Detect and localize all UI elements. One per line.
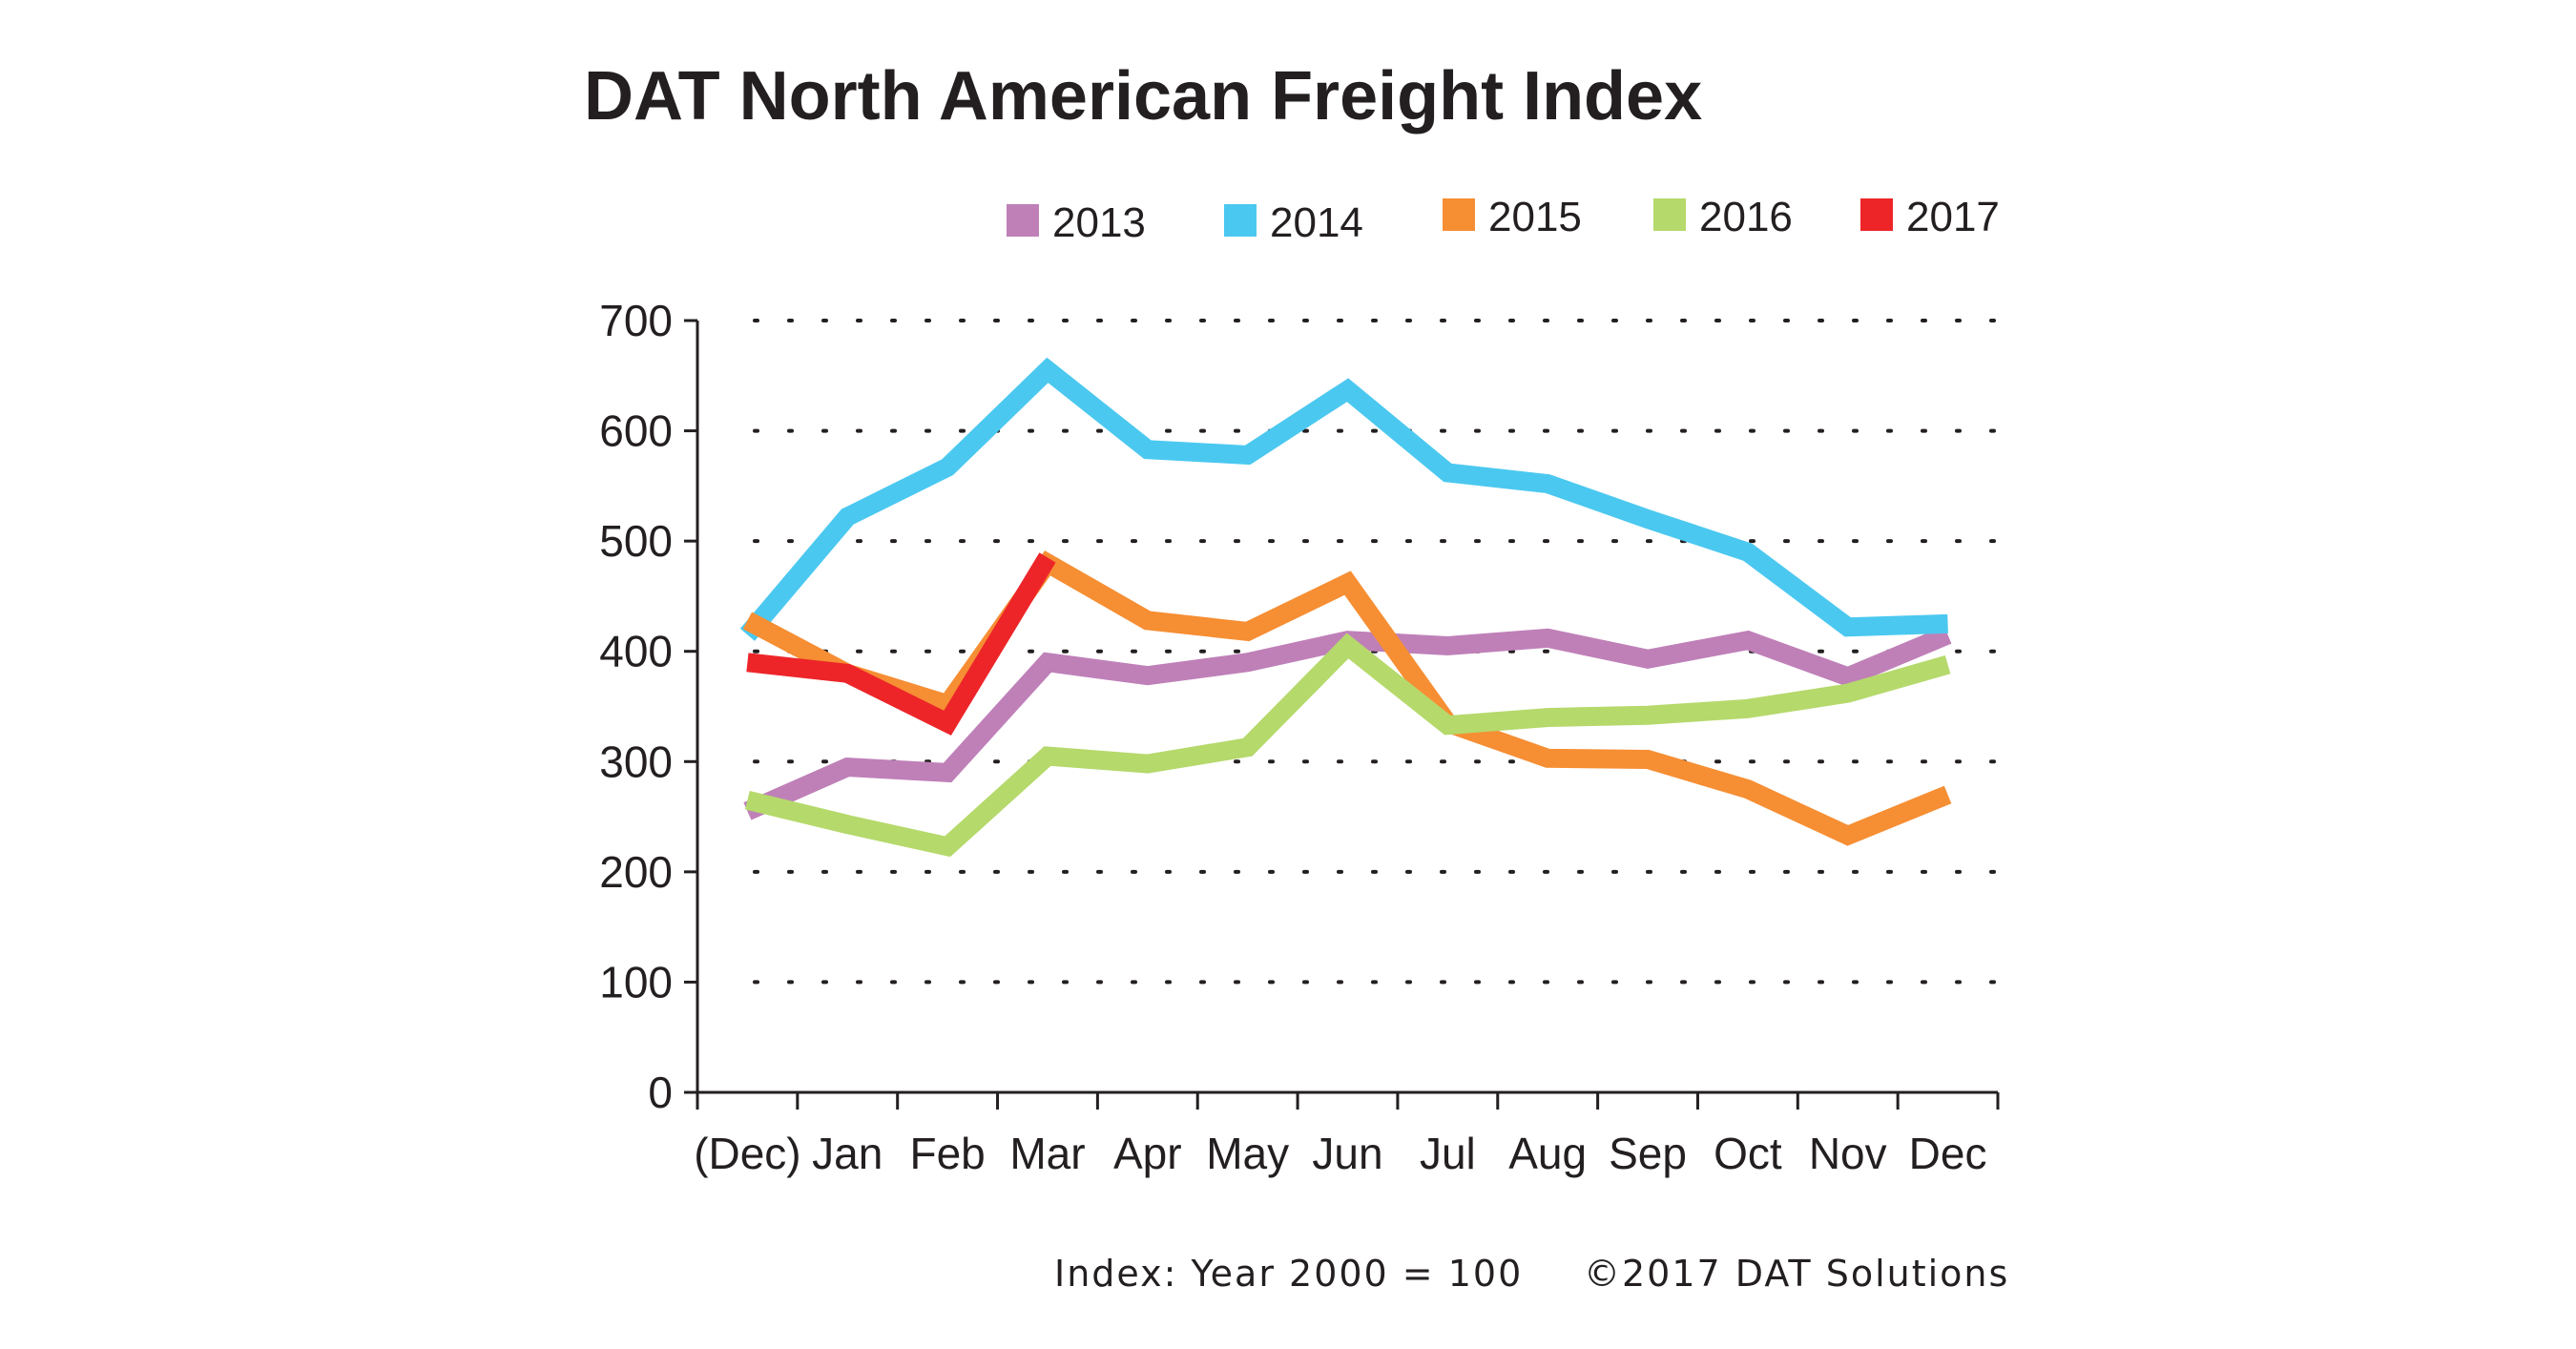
x-tick-label: Mar — [1009, 1129, 1085, 1178]
x-tick-label: (Dec) — [694, 1129, 800, 1178]
y-tick-label: 400 — [599, 627, 673, 676]
legend-label-2014: 2014 — [1270, 199, 1363, 246]
x-tick-label: Sep — [1609, 1129, 1687, 1178]
legend-label-2015: 2015 — [1488, 194, 1582, 240]
legend-swatch-2014 — [1224, 204, 1257, 237]
legend-label-2013: 2013 — [1052, 199, 1146, 246]
legend-label-2016: 2016 — [1699, 194, 1793, 240]
legend-swatch-2017 — [1860, 198, 1893, 231]
footnote-index: Index: Year 2000 = 100 — [1054, 1253, 1523, 1295]
x-tick-label: Jan — [812, 1129, 883, 1178]
series-line-2015 — [742, 550, 1952, 846]
series-line-2014 — [739, 357, 1948, 641]
series-line-2017 — [746, 552, 1056, 736]
x-tick-label: Apr — [1113, 1129, 1182, 1178]
y-tick-label: 100 — [599, 957, 673, 1007]
x-tick-label: Oct — [1714, 1129, 1782, 1178]
axes: 0 100 200 300 400 500 600 700 (Dec) Jan Feb Mar Apr M… — [599, 296, 2000, 1178]
y-tick-label: 500 — [599, 516, 673, 566]
x-tick-label: Dec — [1909, 1129, 1987, 1178]
legend-label-2017: 2017 — [1906, 194, 2000, 240]
x-tick-label: Jun — [1312, 1129, 1382, 1178]
y-tick-label: 0 — [648, 1068, 673, 1117]
x-tick-label: Feb — [909, 1129, 985, 1178]
y-tick-label: 300 — [599, 737, 673, 786]
legend: 2013 2014 2015 2016 2017 — [1007, 194, 2000, 246]
x-tick-label: May — [1206, 1129, 1289, 1178]
x-tick-label: Aug — [1508, 1129, 1587, 1178]
x-tick-label: Nov — [1809, 1129, 1887, 1178]
legend-swatch-2013 — [1007, 204, 1039, 237]
series-lines — [739, 357, 1952, 858]
y-tick-label: 600 — [599, 406, 673, 456]
x-tick-label: Jul — [1420, 1129, 1476, 1178]
chart-title: DAT North American Freight Index — [584, 58, 1702, 135]
y-tick-label: 700 — [599, 296, 673, 345]
y-tick-label: 200 — [599, 847, 673, 897]
footnote-copyright: ©2017 DAT Solutions — [1584, 1253, 2009, 1295]
legend-swatch-2015 — [1443, 198, 1475, 231]
series-line-2016 — [745, 633, 1951, 858]
legend-swatch-2016 — [1653, 198, 1686, 231]
